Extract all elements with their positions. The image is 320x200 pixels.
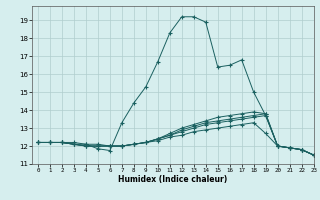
X-axis label: Humidex (Indice chaleur): Humidex (Indice chaleur) <box>118 175 228 184</box>
